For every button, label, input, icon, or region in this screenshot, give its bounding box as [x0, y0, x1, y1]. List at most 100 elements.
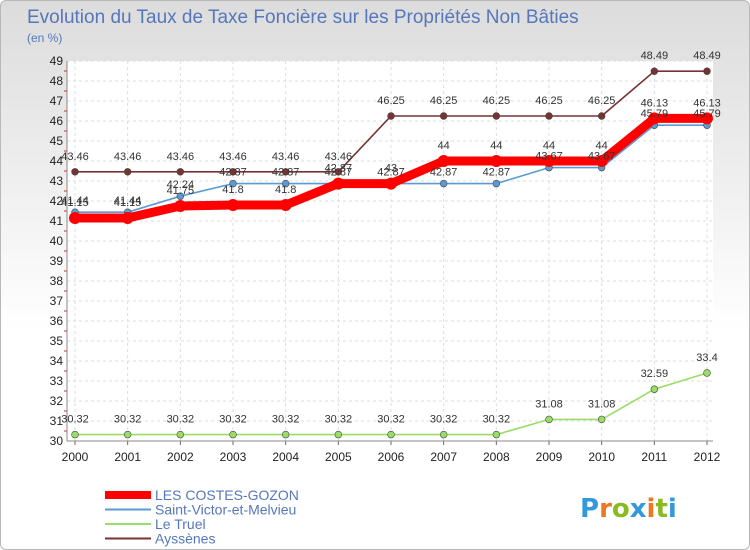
data-label: 42.24 — [167, 179, 195, 191]
data-point — [281, 430, 290, 439]
data-point — [650, 67, 659, 75]
data-point — [703, 67, 711, 75]
data-point — [227, 199, 239, 211]
data-point — [490, 155, 503, 167]
logo-letter: x — [630, 494, 647, 524]
logo-letter: t — [655, 494, 667, 524]
data-point — [229, 179, 237, 188]
x-tick-label: 2012 — [694, 450, 721, 464]
y-tick-label: 46 — [50, 114, 64, 128]
data-point — [71, 168, 79, 176]
x-tick-label: 2007 — [430, 450, 457, 464]
data-point — [545, 112, 553, 120]
y-tick-label: 47 — [50, 94, 64, 108]
data-label: 43.46 — [219, 151, 247, 163]
y-tick-label: 37 — [50, 294, 64, 308]
data-point — [229, 430, 237, 439]
data-label: 46.25 — [535, 95, 563, 107]
data-point — [385, 177, 397, 190]
data-label: 30.32 — [272, 414, 300, 426]
data-label: 32.59 — [641, 368, 669, 380]
data-point — [492, 112, 501, 120]
data-label: 33.4 — [696, 352, 717, 364]
x-tick-label: 2000 — [62, 450, 89, 464]
legend: LES COSTES-GOZONSaint-Victor-et-MelvieuL… — [105, 487, 299, 547]
x-tick-label: 2002 — [167, 450, 194, 464]
x-tick-label: 2010 — [588, 450, 615, 464]
data-point — [279, 199, 292, 211]
data-point — [648, 112, 661, 125]
logo-letter: P — [580, 494, 599, 524]
data-label: 41.75 — [167, 185, 195, 197]
data-label: 43.67 — [535, 151, 563, 163]
data-point — [123, 168, 132, 176]
data-point — [703, 369, 711, 377]
data-point — [543, 155, 555, 167]
data-label: 30.32 — [483, 414, 511, 426]
data-point — [545, 415, 553, 424]
data-point — [597, 415, 606, 424]
data-point — [281, 179, 290, 188]
data-label: 41.8 — [275, 184, 296, 196]
y-tick-label: 42 — [50, 194, 64, 208]
data-point — [597, 112, 606, 120]
data-point — [176, 192, 185, 200]
grid — [67, 60, 713, 442]
data-point — [650, 385, 659, 393]
logo-letter: i — [668, 494, 677, 524]
data-label: 46.13 — [693, 97, 721, 109]
data-label: 43 — [385, 163, 397, 175]
data-label: 44 — [490, 140, 502, 152]
data-point — [281, 168, 290, 176]
data-point — [439, 179, 448, 188]
data-label: 42.87 — [272, 167, 300, 179]
data-label: 42.87 — [325, 163, 353, 175]
chart-subtitle: (en %) — [27, 31, 62, 45]
data-label: 44 — [543, 140, 555, 152]
data-label: 42.87 — [377, 167, 405, 179]
legend-label: Ayssènes — [155, 531, 215, 547]
x-tick-label: 2004 — [272, 450, 299, 464]
data-label: 46.25 — [588, 95, 616, 107]
data-label: 31.08 — [588, 398, 616, 410]
data-label: 48.49 — [693, 50, 721, 62]
logo-letter: i — [647, 494, 656, 524]
data-label: 43.46 — [167, 151, 195, 163]
axes: 30 31 32 33 34 35 36 37 38 39 40 41 42 43 44 45 46 47 48 49… — [50, 54, 721, 464]
data-point — [229, 168, 237, 176]
data-label: 45.79 — [693, 108, 721, 120]
y-tick-label: 31 — [50, 414, 64, 428]
data-label: 30.32 — [219, 414, 247, 426]
x-tick-label: 2001 — [114, 450, 141, 464]
data-label: 43.46 — [272, 151, 300, 163]
y-tick-label: 36 — [50, 314, 64, 328]
x-tick-label: 2009 — [536, 450, 563, 464]
data-point — [701, 112, 713, 125]
data-label: 48.49 — [641, 50, 669, 62]
data-label: 30.32 — [430, 414, 458, 426]
y-tick-label: 32 — [50, 394, 64, 408]
data-label: 30.32 — [114, 414, 142, 426]
series-lines — [69, 67, 713, 439]
data-label: 44 — [438, 140, 450, 152]
data-point — [492, 179, 501, 188]
data-point — [439, 112, 448, 120]
y-tick-label: 35 — [50, 334, 64, 348]
data-label: 42.87 — [483, 167, 511, 179]
data-label: 30.32 — [325, 414, 353, 426]
chart-title: Evolution du Taux de Taxe Foncière sur l… — [27, 7, 579, 28]
legend-label: Le Truel — [155, 516, 206, 532]
plot-area — [67, 61, 713, 441]
data-point — [334, 168, 343, 176]
x-tick-label: 2005 — [325, 450, 352, 464]
legend-label: LES COSTES-GOZON — [155, 487, 299, 503]
data-point — [334, 430, 343, 439]
data-label: 46.13 — [641, 97, 669, 109]
legend-label: Saint-Victor-et-Melvieu — [155, 502, 296, 518]
data-label: 41.15 — [114, 197, 142, 209]
data-label: 42.87 — [219, 167, 247, 179]
data-point — [71, 430, 79, 439]
data-point — [174, 200, 187, 212]
y-tick-label: 49 — [50, 54, 64, 68]
